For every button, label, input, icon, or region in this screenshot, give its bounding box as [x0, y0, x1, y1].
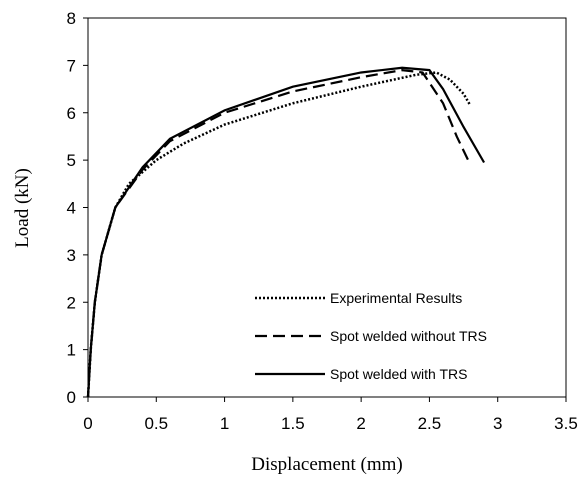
y-tick-label: 5 — [67, 151, 76, 170]
x-tick-label: 0.5 — [144, 414, 168, 433]
y-tick-label: 7 — [67, 56, 76, 75]
legend-label: Spot welded with TRS — [330, 366, 467, 382]
x-tick-label: 3.5 — [554, 414, 578, 433]
y-tick-label: 4 — [67, 199, 76, 218]
y-tick-label: 2 — [67, 293, 76, 312]
y-tick-label: 6 — [67, 104, 76, 123]
plot-frame — [87, 17, 567, 398]
y-axis-title: Load (kN) — [12, 168, 33, 248]
y-tick-label: 0 — [67, 388, 76, 407]
legend-label: Spot welded without TRS — [330, 328, 487, 344]
x-tick-label: 3 — [493, 414, 502, 433]
x-tick-label: 1 — [220, 414, 229, 433]
y-tick-label: 1 — [67, 341, 76, 360]
series-line — [86, 69, 472, 398]
x-tick-label: 1.5 — [281, 414, 305, 433]
y-tick-label: 3 — [67, 246, 76, 265]
x-axis-title: Displacement (mm) — [251, 454, 402, 475]
x-tick-label: 0 — [83, 414, 92, 433]
y-tick-label: 8 — [67, 9, 76, 28]
series-line — [86, 66, 486, 398]
legend-label: Experimental Results — [330, 290, 462, 306]
series-line — [86, 71, 472, 398]
x-tick-label: 2 — [356, 414, 365, 433]
x-tick-label: 2.5 — [418, 414, 442, 433]
